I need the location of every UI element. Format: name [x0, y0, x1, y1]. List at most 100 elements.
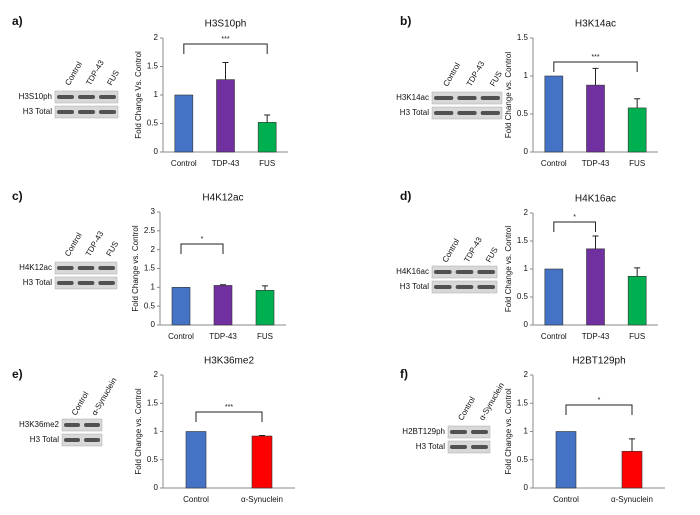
blot-strip: [61, 418, 103, 432]
y-axis-label: Fold Change vs. Control: [131, 225, 140, 311]
y-axis-label: Fold Change vs. Control: [504, 226, 513, 312]
x-tick-label: TDP-43: [582, 159, 610, 168]
blot-band: [457, 96, 477, 100]
error-bar: [222, 62, 229, 80]
y-tick-label: 1.5: [144, 264, 156, 273]
panel-label: b): [400, 14, 411, 28]
bar: [621, 450, 643, 489]
y-tick-label: 0.5: [517, 109, 529, 118]
y-tick-label: 1.5: [147, 398, 159, 407]
y-tick-label: 3: [151, 207, 156, 216]
blot-row-label: H3 Total: [400, 282, 429, 291]
significance-label: ***: [221, 36, 229, 43]
blot-row-label: H4K12ac: [19, 263, 52, 272]
bar: [257, 122, 277, 153]
y-tick-label: 0.5: [517, 455, 529, 464]
y-axis-label: Fold Change Vs. Control: [134, 51, 143, 139]
blot-band: [450, 430, 467, 434]
x-tick-label: Control: [171, 159, 197, 168]
panel-label: d): [400, 189, 411, 203]
error-bar: [629, 438, 635, 452]
bar: [586, 84, 605, 153]
chart-title: H4K16ac: [575, 194, 616, 205]
x-tick-label: FUS: [257, 332, 273, 341]
y-tick-label: 2: [524, 208, 529, 217]
y-tick-label: 1.5: [517, 33, 529, 42]
y-tick-label: 0: [154, 483, 159, 492]
bar: [544, 75, 564, 153]
x-tick-label: FUS: [629, 159, 645, 168]
y-tick-label: 0.5: [147, 455, 159, 464]
y-axis-label: Fold Change vs. Control: [504, 388, 513, 474]
blot-band: [84, 438, 100, 442]
chart-title: H4K12ac: [202, 193, 243, 204]
significance-label: *: [201, 236, 204, 243]
blot-band: [455, 285, 474, 289]
blot-band: [57, 95, 74, 99]
blot-band: [434, 96, 454, 100]
significance-label: ***: [225, 404, 233, 411]
chart-title: H3K36me2: [204, 356, 254, 367]
y-tick-label: 1: [524, 427, 529, 436]
blot-band: [471, 445, 488, 449]
y-tick-label: 0: [524, 320, 529, 329]
blot-lane-label: α-Synuclein: [477, 381, 506, 422]
blot-band: [98, 281, 115, 285]
blot-lane-label: Control: [441, 61, 462, 88]
panel-label: e): [12, 367, 23, 381]
y-tick-label: 0: [524, 483, 529, 492]
blot-band: [99, 95, 116, 99]
blot-row-label: H3 Total: [23, 278, 52, 287]
y-tick-label: 1: [154, 90, 159, 99]
panel-label: f): [400, 367, 408, 381]
error-bar: [592, 235, 599, 249]
panel-label: a): [12, 14, 23, 28]
bar: [627, 275, 647, 326]
significance-label: *: [573, 214, 576, 221]
significance-label: *: [598, 397, 601, 404]
blot-band: [77, 266, 95, 270]
error-bar: [220, 284, 226, 286]
x-tick-label: Control: [168, 332, 194, 341]
blot-row-label: H3 Total: [416, 442, 445, 451]
bar: [216, 79, 235, 153]
y-axis-label: Fold Change vs. Control: [134, 388, 143, 474]
x-tick-label: TDP-43: [582, 332, 610, 341]
blot-band: [78, 110, 95, 114]
bar: [255, 290, 275, 326]
blot-band: [98, 266, 115, 270]
blot-lane-label: FUS: [488, 70, 504, 88]
x-tick-label: Control: [553, 495, 579, 504]
y-tick-label: 1: [524, 264, 529, 273]
blot-row-label: H4K16ac: [396, 267, 429, 276]
bar: [544, 268, 564, 326]
blot-row-label: H3S10ph: [19, 92, 52, 101]
y-tick-label: 2.5: [144, 226, 156, 235]
y-tick-label: 2: [151, 245, 156, 254]
y-tick-label: 0: [154, 147, 159, 156]
blot-band: [434, 111, 454, 115]
y-axis-label: Fold Change vs. Control: [504, 52, 513, 138]
blot-row-label: H3K36me2: [19, 420, 60, 429]
bar: [185, 431, 207, 489]
blot-strip: [61, 433, 103, 447]
y-tick-label: 0.5: [517, 292, 529, 301]
blot-row-label: H3K14ac: [396, 93, 429, 102]
blot-band: [99, 110, 116, 114]
error-bar: [592, 67, 599, 86]
blot-band: [77, 281, 95, 285]
blot-lane-label: Control: [63, 60, 84, 87]
bar: [174, 94, 194, 153]
blot-band: [57, 110, 74, 114]
x-tick-label: TDP-43: [212, 159, 240, 168]
error-bar: [259, 434, 265, 437]
significance-bracket: [553, 221, 596, 232]
significance-bracket: [180, 243, 224, 254]
blot-row-label: H3 Total: [400, 108, 429, 117]
y-tick-label: 1.5: [147, 62, 159, 71]
blot-band: [84, 423, 100, 427]
x-tick-label: FUS: [259, 159, 275, 168]
blot-band: [477, 270, 495, 274]
bar: [555, 431, 577, 489]
